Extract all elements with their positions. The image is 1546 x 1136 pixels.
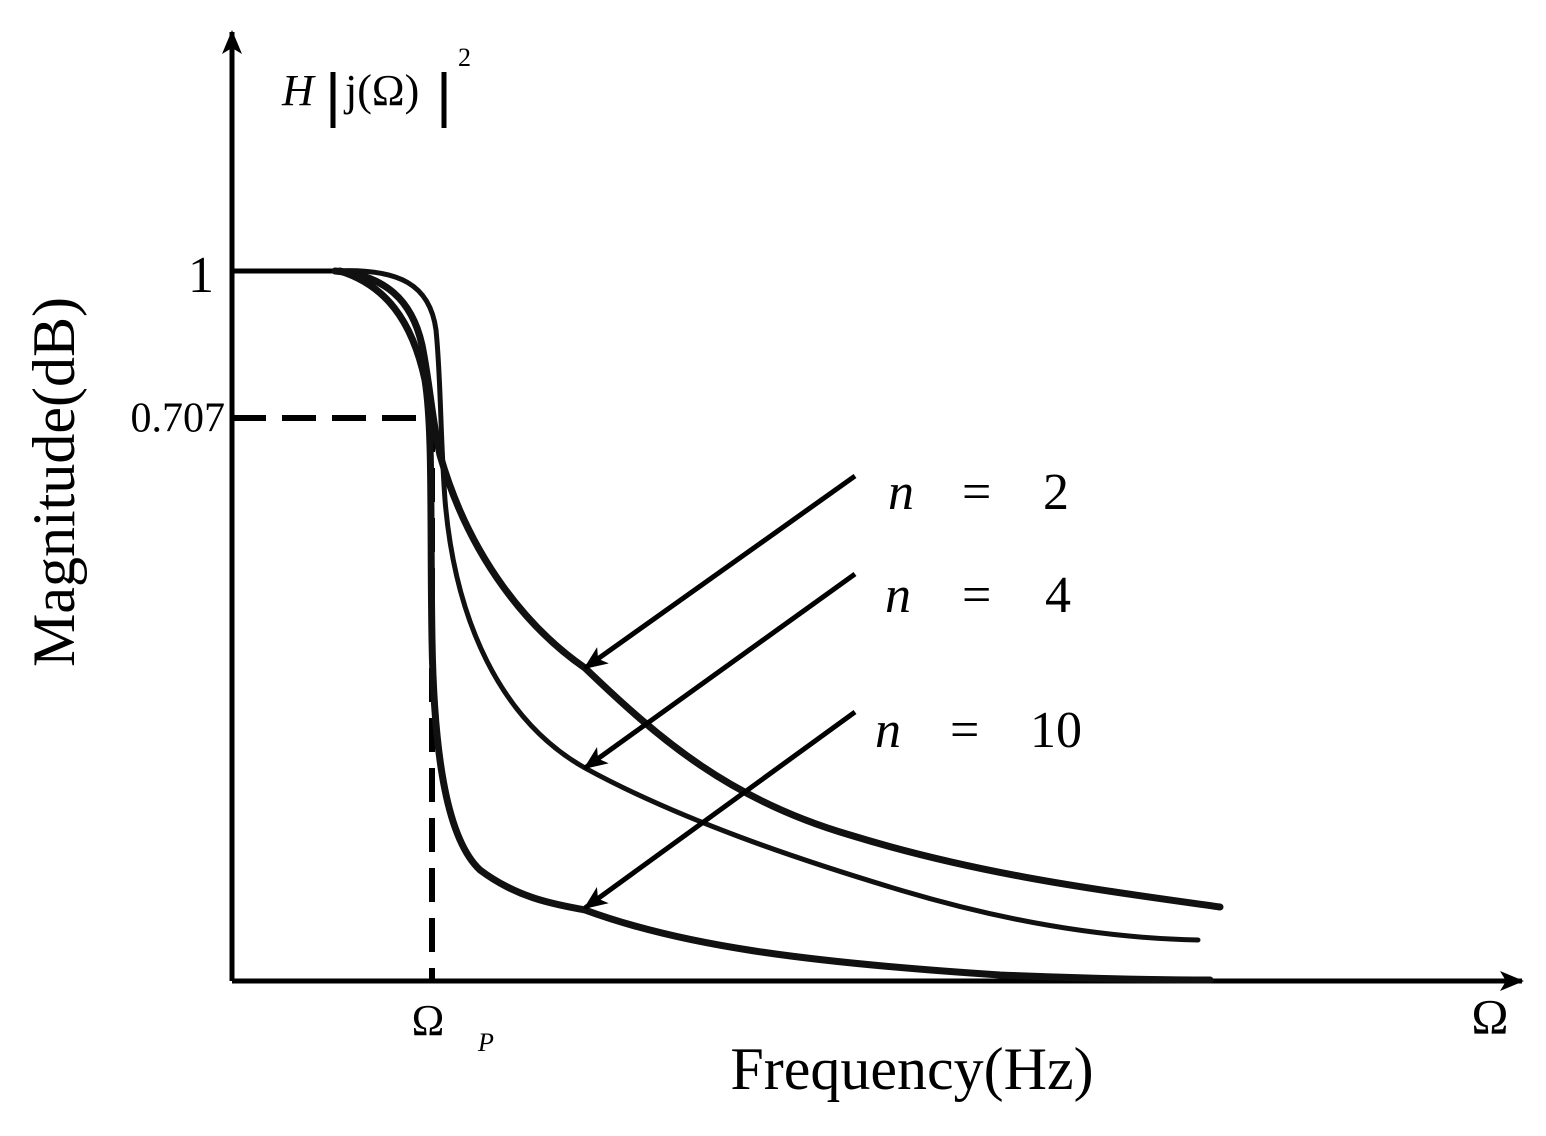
x-axis-end-label: Ω [1471,988,1508,1044]
annotation-h: H [281,66,316,115]
label-value: 4 [1045,567,1071,624]
label-eq: = [962,464,991,521]
curve-n4 [332,268,1201,943]
label-group: n = 2 n = 4 n = 10 [875,464,1082,759]
arrow [583,473,857,671]
label-eq: = [962,567,991,624]
label-n: n [885,567,911,624]
arrow [583,709,857,911]
x-tick-label: Ω [412,996,445,1045]
y-axis-title: Magnitude(dB) [21,297,87,667]
label-eq: = [950,702,979,759]
label-n: n [888,464,914,521]
x-tick-subscript: P [477,1028,494,1057]
x-axis-title: Frequency(Hz) [730,1036,1093,1102]
label-value: 2 [1043,464,1069,521]
label-n: n [875,702,901,759]
curve-n2 [331,267,1224,911]
curve-n10 [336,267,1214,984]
y-tick-label: 0.707 [131,396,226,442]
label-value: 10 [1030,702,1082,759]
y-tick-label: 1 [188,247,214,304]
annotation-power: 2 [458,43,471,72]
annotation-j: j(Ω) [343,66,419,115]
arrow [583,571,857,771]
